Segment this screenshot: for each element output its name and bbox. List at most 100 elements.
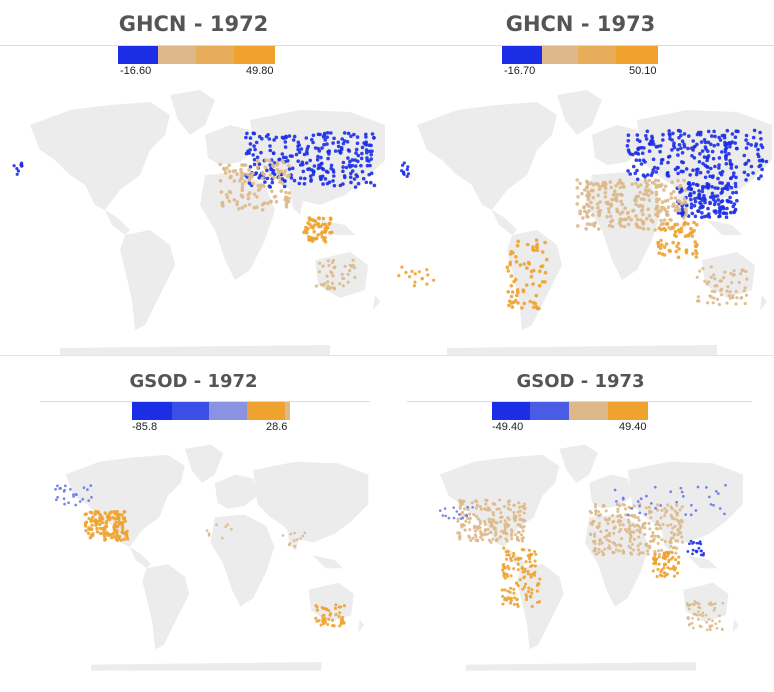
station-point xyxy=(744,178,748,182)
station-point xyxy=(694,602,698,605)
station-point xyxy=(481,538,485,542)
station-point xyxy=(512,279,516,284)
station-point xyxy=(533,570,537,574)
station-point xyxy=(456,517,460,521)
station-point xyxy=(658,149,662,154)
world-map[interactable] xyxy=(407,436,752,692)
station-point xyxy=(513,533,517,537)
station-point xyxy=(636,548,641,552)
station-point xyxy=(471,505,474,509)
station-point xyxy=(227,169,232,174)
station-point xyxy=(669,557,673,561)
station-point xyxy=(527,548,531,552)
station-point xyxy=(328,612,332,616)
station-point xyxy=(516,530,520,534)
station-point xyxy=(600,541,604,545)
station-point xyxy=(740,296,744,300)
station-point xyxy=(707,617,711,621)
station-point xyxy=(317,619,321,623)
landmass xyxy=(200,172,275,280)
station-point xyxy=(125,537,130,541)
station-point xyxy=(734,129,738,133)
station-point xyxy=(250,175,254,179)
station-point xyxy=(509,586,513,590)
station-point xyxy=(677,555,681,559)
station-point xyxy=(397,274,401,278)
station-point xyxy=(509,598,514,603)
station-point xyxy=(663,184,668,189)
station-point xyxy=(656,503,660,507)
station-point xyxy=(325,142,329,146)
station-point xyxy=(532,573,537,577)
station-point xyxy=(633,196,638,201)
station-point xyxy=(497,507,501,511)
station-point xyxy=(695,275,699,279)
station-point xyxy=(342,276,346,281)
station-point xyxy=(710,194,715,199)
station-point xyxy=(654,506,657,510)
station-point xyxy=(473,525,477,529)
station-point xyxy=(757,158,762,163)
world-map[interactable] xyxy=(0,80,387,355)
station-point xyxy=(258,186,263,190)
station-point xyxy=(513,517,517,521)
station-point xyxy=(458,535,462,539)
station-point xyxy=(246,149,250,154)
station-point xyxy=(710,191,715,196)
station-point xyxy=(346,148,351,152)
station-point xyxy=(346,280,350,284)
station-point xyxy=(372,183,377,188)
station-point xyxy=(656,567,660,571)
world-map[interactable] xyxy=(40,436,370,692)
station-point xyxy=(716,142,720,147)
station-point xyxy=(635,138,640,142)
station-point xyxy=(327,287,331,291)
station-point xyxy=(293,545,297,548)
station-point xyxy=(691,616,694,620)
station-point xyxy=(672,517,676,521)
station-point xyxy=(597,542,602,546)
station-point xyxy=(682,132,687,136)
station-point xyxy=(692,612,696,616)
station-point xyxy=(311,140,315,145)
station-point xyxy=(247,202,252,207)
station-point xyxy=(607,517,611,521)
world-map[interactable] xyxy=(387,80,774,355)
station-point xyxy=(94,523,98,527)
station-point xyxy=(685,203,689,208)
station-point xyxy=(700,211,704,215)
station-point xyxy=(636,184,640,189)
station-point xyxy=(684,248,689,252)
station-point xyxy=(510,537,514,541)
station-point xyxy=(124,532,129,536)
station-point xyxy=(638,542,642,546)
station-point xyxy=(702,214,707,219)
station-point xyxy=(302,230,306,235)
station-point xyxy=(303,176,307,181)
landmass xyxy=(559,444,598,483)
landmass xyxy=(205,125,255,165)
station-point xyxy=(321,617,325,621)
legend-mid2-swatch xyxy=(196,46,234,64)
station-point xyxy=(677,143,682,147)
station-point xyxy=(706,129,711,134)
station-point xyxy=(588,222,593,227)
station-point xyxy=(671,240,675,245)
station-point xyxy=(329,166,334,171)
station-point xyxy=(594,512,598,516)
station-point xyxy=(621,549,625,553)
station-point xyxy=(524,598,529,602)
station-point xyxy=(698,132,703,137)
station-point xyxy=(215,523,218,527)
station-point xyxy=(728,144,732,149)
station-point xyxy=(707,212,711,216)
station-point xyxy=(315,158,320,162)
station-point xyxy=(527,590,531,594)
station-point xyxy=(260,136,264,141)
station-point xyxy=(709,295,713,299)
station-point xyxy=(520,306,524,310)
station-point xyxy=(662,253,667,257)
station-point xyxy=(288,542,292,545)
station-point xyxy=(705,282,709,286)
station-point xyxy=(689,202,694,206)
